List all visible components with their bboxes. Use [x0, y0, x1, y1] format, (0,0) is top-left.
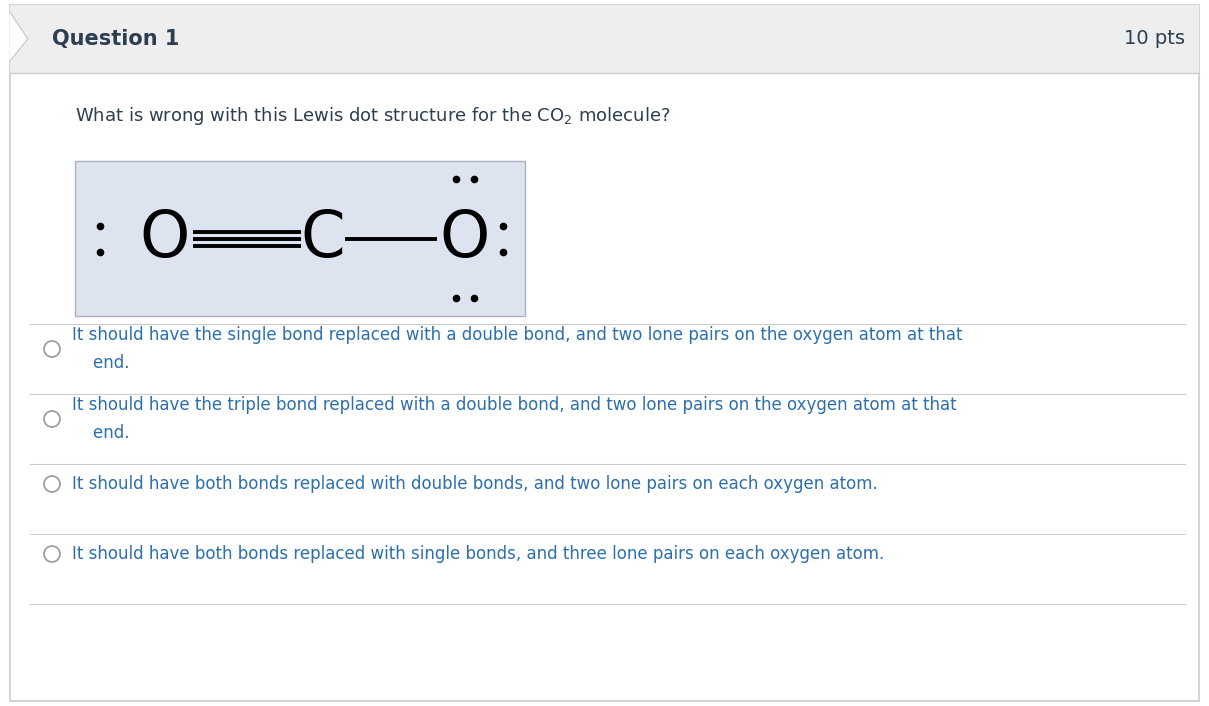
- Text: 10 pts: 10 pts: [1124, 30, 1185, 49]
- Circle shape: [44, 476, 60, 492]
- Text: Question 1: Question 1: [52, 29, 179, 49]
- Text: It should have both bonds replaced with single bonds, and three lone pairs on ea: It should have both bonds replaced with …: [73, 545, 884, 563]
- FancyBboxPatch shape: [10, 5, 1199, 73]
- Circle shape: [44, 411, 60, 427]
- Polygon shape: [10, 12, 28, 61]
- Text: It should have the single bond replaced with a double bond, and two lone pairs o: It should have the single bond replaced …: [73, 326, 962, 372]
- Text: It should have both bonds replaced with double bonds, and two lone pairs on each: It should have both bonds replaced with …: [73, 475, 878, 493]
- Circle shape: [44, 546, 60, 562]
- Text: C: C: [301, 208, 346, 270]
- Circle shape: [44, 341, 60, 357]
- FancyBboxPatch shape: [10, 5, 1199, 701]
- Text: It should have the triple bond replaced with a double bond, and two lone pairs o: It should have the triple bond replaced …: [73, 396, 956, 442]
- FancyBboxPatch shape: [75, 161, 525, 316]
- Text: O: O: [440, 208, 490, 270]
- Text: O: O: [140, 208, 190, 270]
- Text: What is wrong with this Lewis dot structure for the CO$_2$ molecule?: What is wrong with this Lewis dot struct…: [75, 105, 670, 127]
